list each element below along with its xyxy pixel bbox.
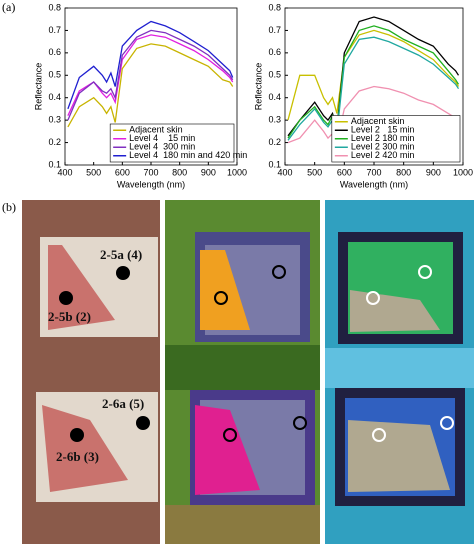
y-tick-label: 0.2 [48,137,61,147]
x-tick-label: 900 [201,167,216,177]
y-tick-label: 0.7 [48,25,61,35]
line-series [67,34,234,116]
y-tick-label: 0.1 [48,159,61,169]
y-tick-label: 0.5 [268,70,281,80]
y-tick-label: 0.1 [268,159,281,169]
legend-label: Level 2 15 min [351,125,415,135]
y-tick-label: 0.3 [48,115,61,125]
image-label: 2-5b (2) [48,309,91,324]
image-label: 2-6b (3) [56,449,99,464]
image-label: 2-5a (4) [100,247,142,262]
x-tick-label: 400 [277,167,292,177]
panel-label: (b) [2,200,16,214]
y-tick-label: 0.5 [48,70,61,80]
y-axis-label: Reflectance [253,63,263,111]
legend [331,115,461,163]
photo [22,200,160,544]
y-tick-label: 0.8 [268,2,281,12]
legend-label: Adjacent skin [129,125,183,135]
legend [109,123,235,163]
panel-label: (a) [2,0,15,14]
x-tick-label: 400 [57,167,72,177]
y-tick-label: 0.4 [268,92,281,102]
x-axis-label: Wavelength (nm) [340,179,408,189]
x-tick-label: 1000 [453,167,473,177]
y-tick-label: 0.4 [48,92,61,102]
y-tick-label: 0.2 [268,137,281,147]
x-tick-label: 800 [172,167,187,177]
x-tick-label: 800 [396,167,411,177]
x-tick-label: 600 [337,167,352,177]
legend-label: Level 2 300 min [351,142,415,152]
x-tick-label: 1000 [227,167,247,177]
legend-label: Level 2 420 min [351,150,415,160]
x-tick-label: 600 [115,167,130,177]
x-tick-label: 900 [426,167,441,177]
line-series [287,25,460,139]
line-series [287,36,460,141]
legend-label: Level 2 180 min [351,133,415,143]
segmentation-map [325,200,474,544]
legend-label: Level 4 15 min [129,133,195,143]
line-series [287,16,460,137]
legend-label: Adjacent skin [351,116,405,126]
y-tick-label: 0.7 [268,25,281,35]
line-series [67,29,234,121]
line-series [67,20,234,110]
x-tick-label: 500 [307,167,322,177]
x-tick-label: 500 [86,167,101,177]
y-tick-label: 0.3 [268,115,281,125]
y-axis-label: Reflectance [33,63,43,111]
image-label: 2-6a (5) [102,396,144,411]
legend-label: Level 4 180 min and 420 min [129,150,247,160]
line-series [67,43,234,128]
x-axis-label: Wavelength (nm) [117,179,185,189]
line-series [287,29,460,121]
line-series [287,85,459,145]
x-tick-label: 700 [366,167,381,177]
segmentation-map [165,200,320,544]
y-tick-label: 0.6 [48,47,61,57]
y-tick-label: 0.8 [48,2,61,12]
x-tick-label: 700 [143,167,158,177]
legend-label: Level 4 300 min [129,142,195,152]
y-tick-label: 0.6 [268,47,281,57]
